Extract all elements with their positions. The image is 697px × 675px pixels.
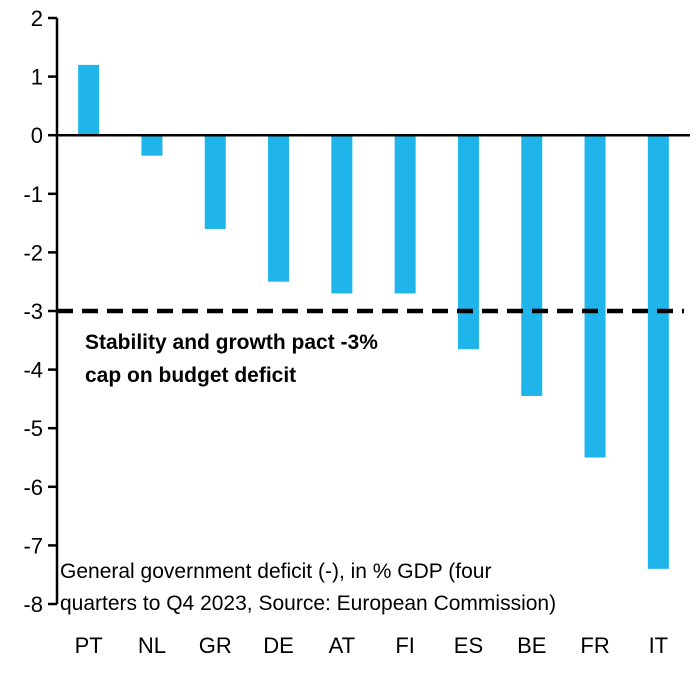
y-tick-label: -6 bbox=[23, 475, 43, 500]
bar-NL bbox=[141, 135, 163, 156]
reference-annotation-line-2: cap on budget deficit bbox=[85, 364, 296, 387]
y-tick-label: -5 bbox=[23, 416, 43, 441]
y-tick-label: -4 bbox=[23, 358, 43, 383]
caption-line-2: quarters to Q4 2023, Source: European Co… bbox=[60, 592, 556, 615]
y-tick-label: 1 bbox=[31, 65, 43, 90]
x-axis-label-AT: AT bbox=[329, 633, 355, 658]
x-axis-label-FI: FI bbox=[395, 633, 415, 658]
y-tick-label: -7 bbox=[23, 533, 43, 558]
bar-GR bbox=[204, 135, 226, 229]
bar-IT bbox=[647, 135, 669, 569]
x-axis-label-FR: FR bbox=[580, 633, 609, 658]
caption-line-1: General government deficit (-), in % GDP… bbox=[60, 560, 491, 583]
reference-annotation-line-1: Stability and growth pact -3% bbox=[85, 331, 378, 354]
bar-BE bbox=[521, 135, 543, 396]
y-tick-label: -2 bbox=[23, 240, 43, 265]
x-axis-label-ES: ES bbox=[454, 633, 483, 658]
y-tick-label: -8 bbox=[23, 592, 43, 617]
y-tick-label: -3 bbox=[23, 299, 43, 324]
x-axis-label-NL: NL bbox=[138, 633, 166, 658]
x-axis-label-IT: IT bbox=[649, 633, 669, 658]
x-axis-label-DE: DE bbox=[263, 633, 294, 658]
y-tick-label: -1 bbox=[23, 182, 43, 207]
bar-FI bbox=[394, 135, 416, 294]
bar-PT bbox=[78, 64, 100, 136]
bar-AT bbox=[331, 135, 353, 294]
y-tick-label: 2 bbox=[31, 6, 43, 31]
y-tick-label: 0 bbox=[31, 123, 43, 148]
bar-ES bbox=[457, 135, 479, 350]
x-axis-label-GR: GR bbox=[199, 633, 232, 658]
bar-DE bbox=[268, 135, 290, 282]
bar-FR bbox=[584, 135, 606, 458]
x-axis-label-BE: BE bbox=[517, 633, 546, 658]
x-axis-label-PT: PT bbox=[75, 633, 103, 658]
